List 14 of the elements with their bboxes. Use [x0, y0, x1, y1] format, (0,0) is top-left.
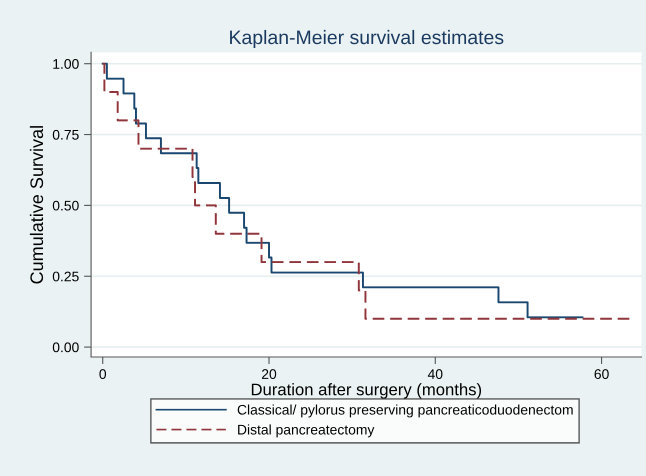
y-tick-label: 0.00	[52, 342, 79, 352]
legend-label: Distal pancreatectomy	[238, 424, 374, 438]
legend-label: Classical/ pylorus preserving pancreaticoduodenectom	[238, 404, 573, 418]
x-tick-label: 60	[594, 369, 609, 380]
y-tick-label: 0.75	[52, 130, 79, 140]
y-tick-label: 1.00	[53, 59, 79, 69]
x-tick-label: 0	[99, 369, 106, 380]
chart-title: Kaplan-Meier survival estimates	[230, 30, 504, 48]
y-axis-title: Cumulative Survival	[30, 126, 44, 284]
y-tick-label: 0.25	[52, 272, 79, 282]
x-tick-label: 40	[428, 369, 442, 380]
x-axis-title: Duration after surgery (months)	[252, 383, 482, 399]
x-tick-label: 20	[262, 369, 276, 380]
y-tick-label: 0.50	[52, 200, 79, 211]
